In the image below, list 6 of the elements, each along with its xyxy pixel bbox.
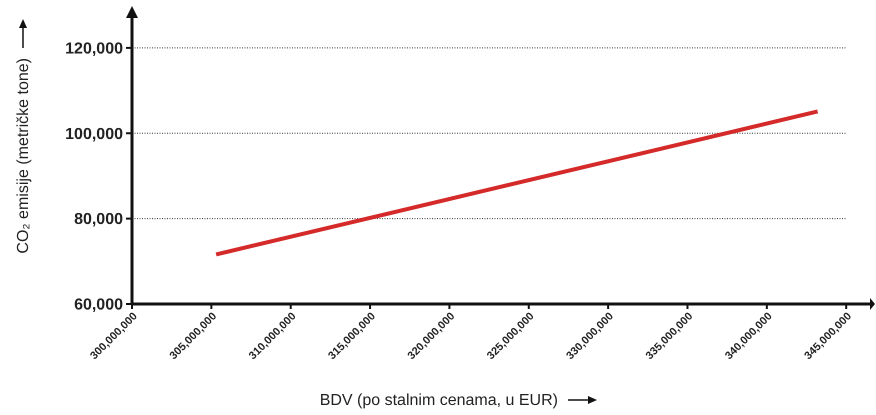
y-tick-label: 100,000 (65, 126, 124, 143)
x-axis-title: BDV (po stalnim cenama, u EUR) (320, 392, 558, 409)
y-tick-label: 80,000 (74, 211, 124, 228)
y-tick-label: 60,000 (74, 296, 124, 314)
y-axis-title: CO₂ emisije (metričke tone) (15, 58, 32, 254)
y-tick-label: 120,000 (65, 40, 124, 58)
